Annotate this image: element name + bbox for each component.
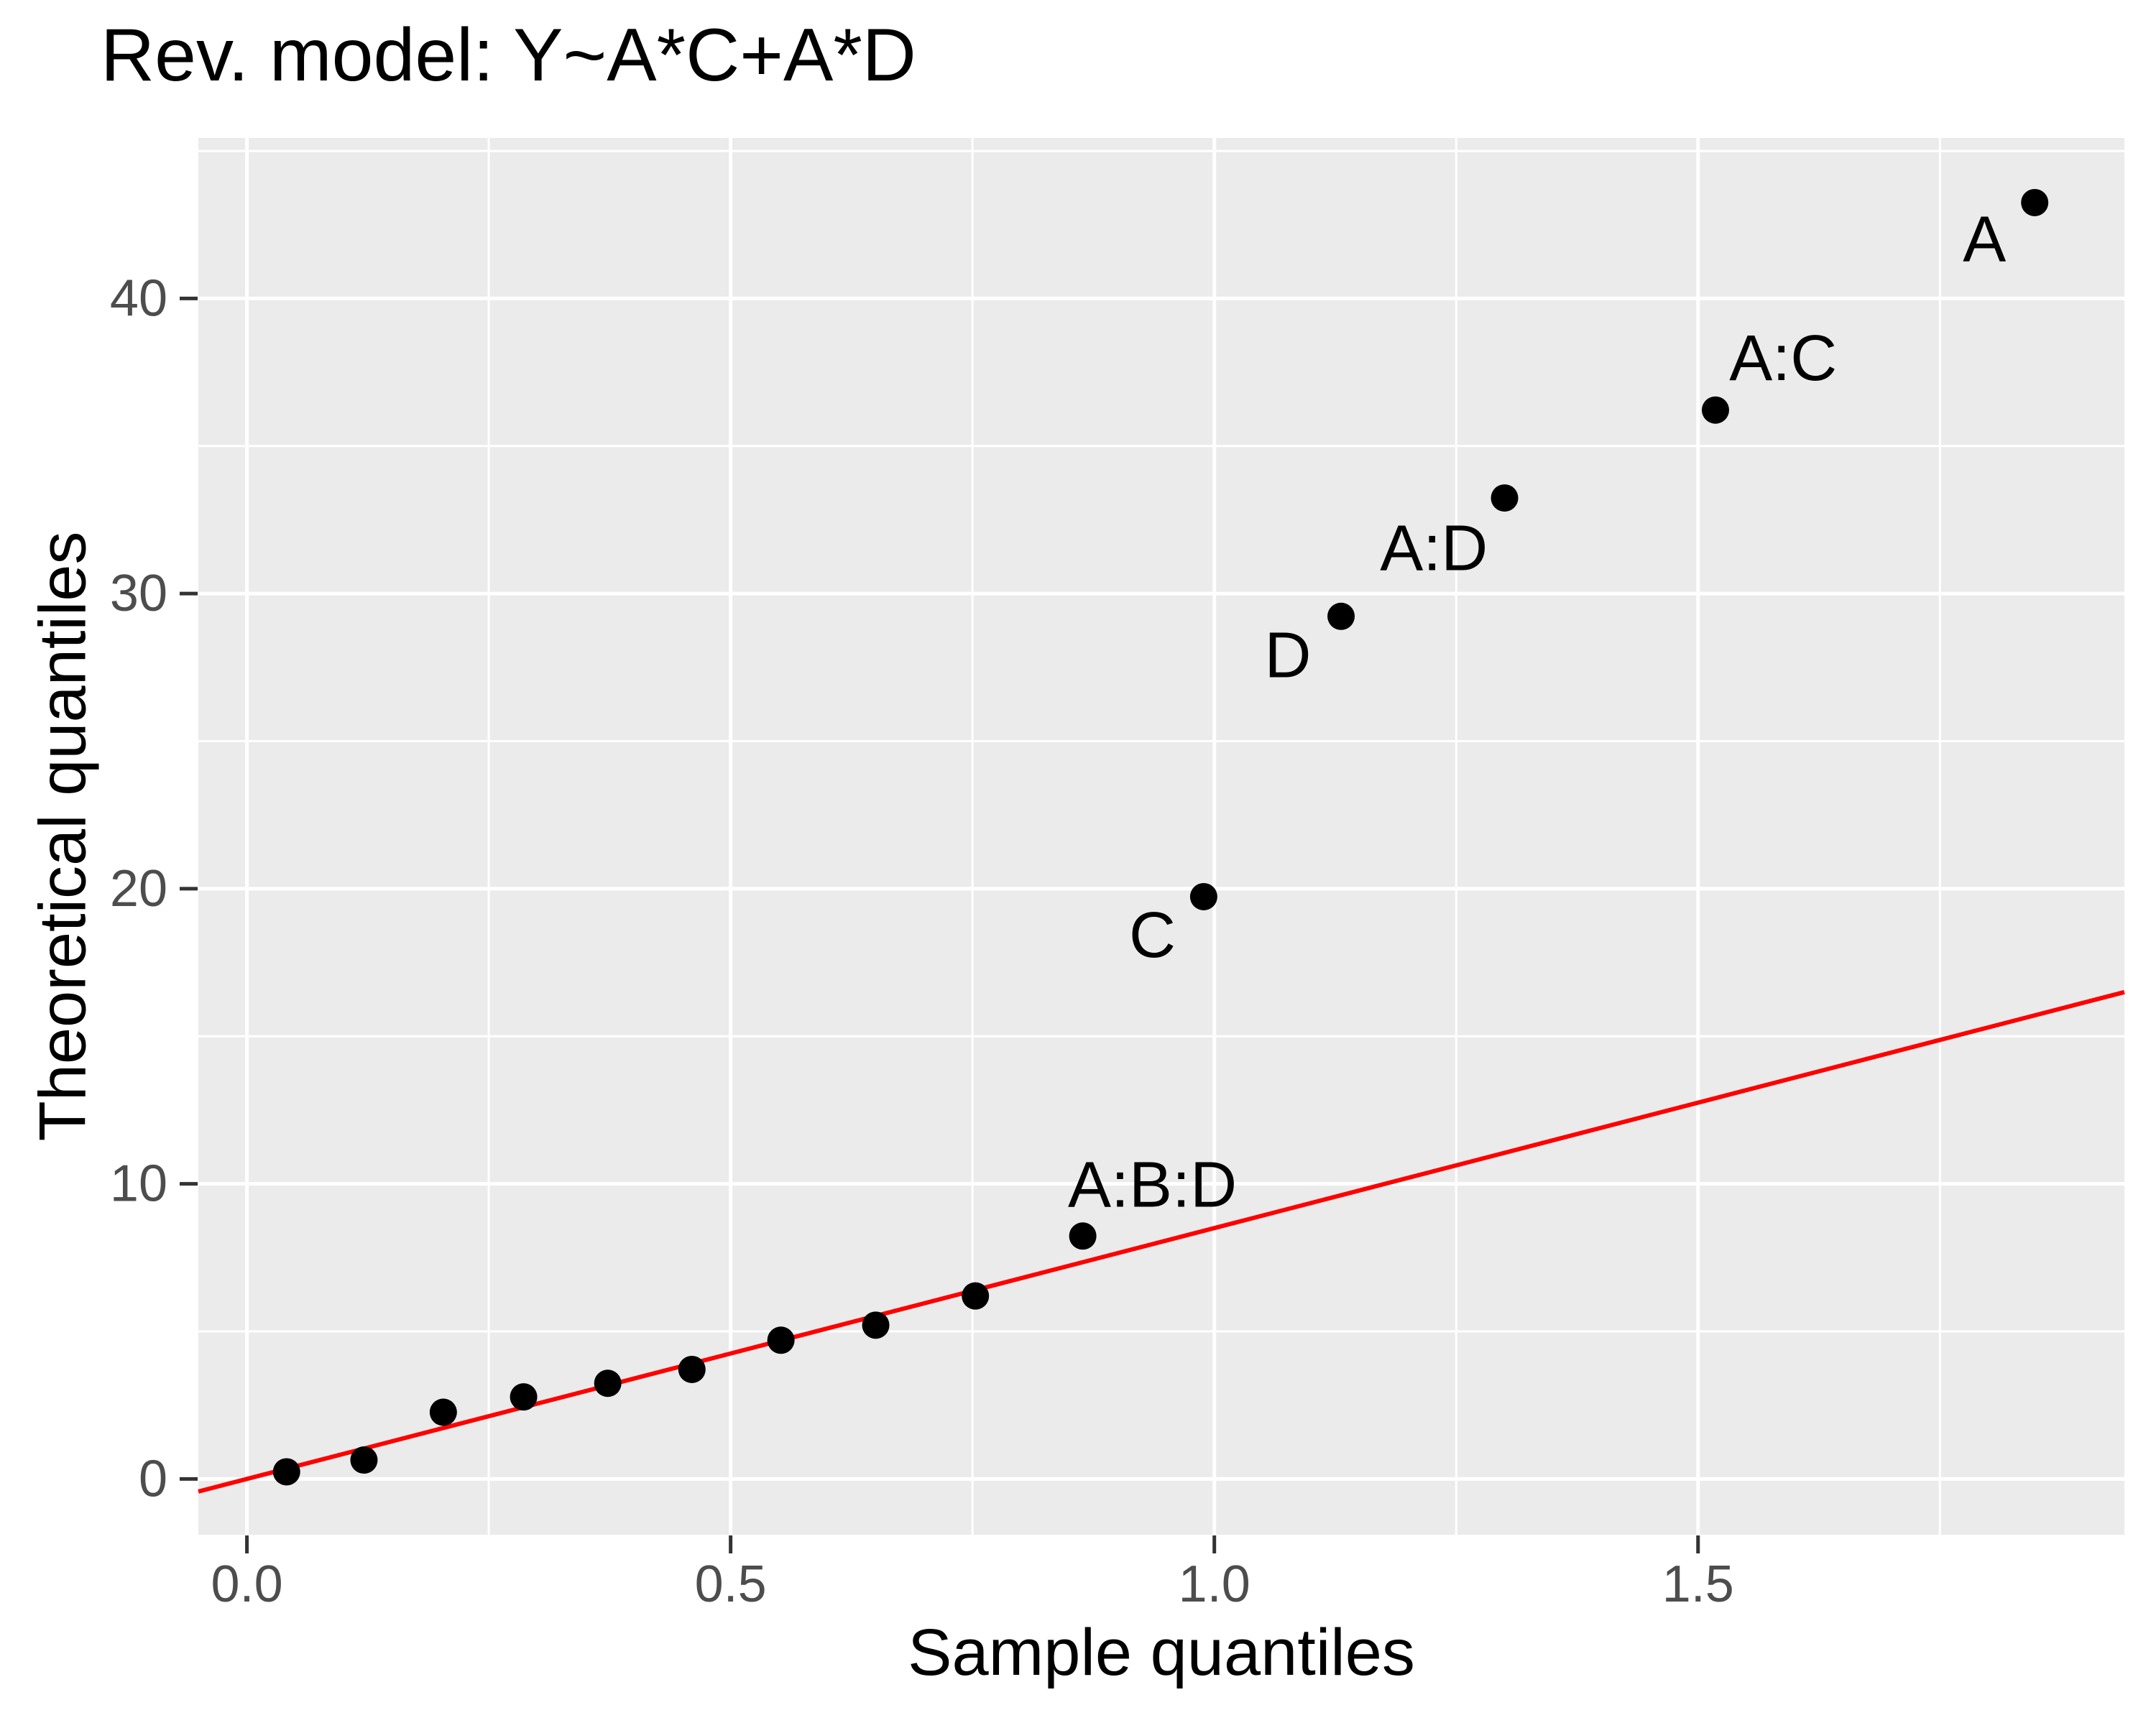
y-tick-label: 0 bbox=[139, 1450, 167, 1507]
y-tick-label: 10 bbox=[110, 1155, 167, 1213]
x-tick-label: 0.0 bbox=[211, 1556, 283, 1613]
data-point-a bbox=[2021, 188, 2049, 216]
data-point-c bbox=[1189, 882, 1217, 910]
y-tick-label: 20 bbox=[110, 860, 167, 918]
data-point-8 bbox=[962, 1282, 990, 1310]
y-tick-label: 40 bbox=[110, 269, 167, 327]
y-tick-label: 30 bbox=[110, 565, 167, 622]
point-label-a: A bbox=[1963, 204, 2006, 276]
data-point-a-d bbox=[1491, 484, 1519, 512]
data-point-a-b-d bbox=[1069, 1222, 1097, 1250]
point-label-a-d: A:D bbox=[1380, 513, 1488, 585]
x-tick-label: 1.0 bbox=[1179, 1556, 1250, 1613]
x-axis-title: Sample quantiles bbox=[908, 1616, 1415, 1689]
point-label-a-c: A:C bbox=[1729, 323, 1837, 394]
data-point-4 bbox=[594, 1369, 622, 1397]
point-label-a-b-d: A:B:D bbox=[1068, 1149, 1237, 1221]
data-point-7 bbox=[862, 1311, 890, 1339]
data-point-6 bbox=[767, 1326, 795, 1354]
data-point-d bbox=[1327, 602, 1355, 630]
data-point-3 bbox=[510, 1383, 538, 1411]
y-axis-title: Theoretical quantiles bbox=[26, 531, 100, 1142]
plot-panel bbox=[198, 138, 2124, 1535]
x-tick-label: 1.5 bbox=[1662, 1556, 1734, 1613]
x-tick-label: 0.5 bbox=[695, 1556, 767, 1613]
data-point-0 bbox=[272, 1458, 300, 1486]
point-label-c: C bbox=[1129, 900, 1176, 971]
data-point-5 bbox=[678, 1355, 706, 1383]
data-point-1 bbox=[350, 1446, 378, 1474]
point-label-d: D bbox=[1265, 619, 1312, 691]
data-point-2 bbox=[429, 1398, 457, 1426]
plot-title: Rev. model: Y~A*C+A*D bbox=[101, 14, 916, 97]
data-point-a-c bbox=[1701, 396, 1729, 424]
